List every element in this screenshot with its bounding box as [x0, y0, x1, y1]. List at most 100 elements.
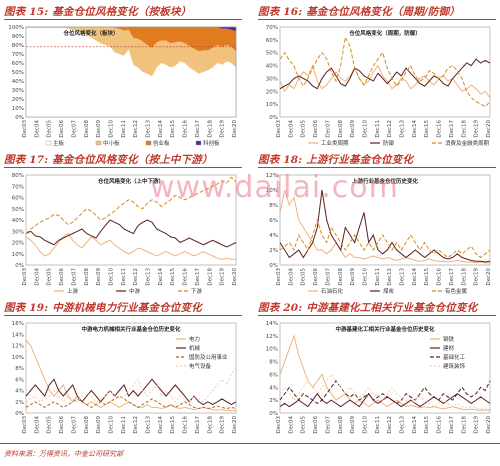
x-tick-label: Dec18	[207, 416, 213, 434]
x-tick-label: Dec05	[47, 120, 53, 138]
x-tick-label: Dec13	[146, 120, 152, 138]
x-tick-label: Dec04	[34, 120, 40, 138]
legend-label: 主板	[53, 139, 65, 147]
chart-15: 0% 10% 20% 30% 40% 50% 60% 70% 80% 90% 100% Dec03 De…	[8, 25, 238, 147]
inner-title: 中游基建化工相关行业基金仓位历史变化	[335, 325, 435, 333]
x-tick-label: Dec15	[170, 416, 176, 434]
y-tick-label: 0%	[15, 263, 24, 269]
x-tick-label: Dec15	[170, 120, 176, 138]
chart-20: 0% 2% 4% 6% 8% 10% 12% 14% Dec03 Dec04 Dec05 Dec06 D…	[266, 321, 492, 434]
chart-17: 0% 10% 20% 30% 40% 50% 60% 70% 80% Dec03 Dec04 Dec0…	[12, 173, 238, 295]
series-line	[25, 378, 237, 406]
y-tick-label: 0%	[269, 263, 278, 269]
x-tick-label: Dec17	[195, 120, 201, 138]
panel-20: 图表 20: 中游基建化工相关行业基金仓位变化 0% 2% 4% 6% 8% 10% 12%…	[258, 300, 496, 447]
plot-frame-top	[25, 26, 237, 118]
y-tick-label: 0%	[269, 115, 278, 121]
y-tick-label: 12%	[12, 344, 24, 350]
source-note: 资料来源：万得资讯，中金公司研究部	[4, 450, 123, 458]
x-tick-label: Dec14	[412, 416, 418, 434]
legend-label: 国防及公用事业	[189, 353, 228, 361]
series-line	[25, 232, 236, 260]
series-line	[25, 395, 237, 410]
x-tick-label: Dec18	[207, 120, 213, 138]
x-tick-label: Dec04	[288, 120, 294, 138]
x-tick-label: Dec20	[232, 120, 238, 138]
x-tick-label: Dec15	[424, 416, 430, 434]
legend-label: 中小板	[103, 139, 120, 147]
plot-frame	[279, 174, 491, 266]
x-tick-label: Dec12	[133, 268, 139, 286]
series-line	[279, 373, 491, 411]
plot-frame	[25, 174, 237, 266]
x-tick-label: Dec12	[133, 416, 139, 434]
x-tick-label: Dec11	[375, 416, 381, 434]
x-tick-label: Dec04	[34, 416, 40, 434]
y-tick-label: 50%	[12, 70, 24, 76]
x-tick-label: Dec18	[461, 120, 467, 138]
y-tick-label: 50%	[12, 207, 24, 213]
title-rule	[4, 167, 242, 168]
y-tick-label: 10%	[12, 106, 24, 112]
x-tick-label: Dec10	[108, 416, 114, 434]
x-tick-label: Dec06	[313, 120, 319, 138]
x-tick-label: Dec05	[301, 416, 307, 434]
legend-swatch	[195, 140, 202, 146]
x-tick-label: Dec19	[220, 120, 226, 138]
x-tick-label: Dec16	[183, 120, 189, 138]
inner-title: 中游电力机械相关行业基金仓位历史变化	[81, 325, 181, 333]
x-tick-label: Dec17	[195, 416, 201, 434]
x-tick-label: Dec14	[158, 268, 164, 286]
x-tick-label: Dec08	[84, 120, 90, 138]
area-series	[26, 27, 236, 52]
legend-label: 机械	[189, 344, 201, 352]
x-tick-label: Dec19	[220, 268, 226, 286]
legend-label: 钢铁	[443, 335, 455, 343]
x-tick-label: Dec08	[338, 120, 344, 138]
x-tick-label: Dec14	[412, 268, 418, 286]
y-tick-label: 10%	[266, 188, 278, 194]
x-tick-label: Dec04	[34, 268, 40, 286]
y-tick-label: 40%	[12, 79, 24, 85]
inner-title: 仓位风格变化（周期，防御）	[348, 29, 421, 37]
y-tick-label: 2%	[15, 400, 24, 406]
plot-frame	[279, 322, 491, 414]
x-tick-label: Dec18	[461, 416, 467, 434]
x-tick-label: Dec05	[301, 120, 307, 138]
panel-18: 图表 18: 上游行业基金仓位变化 0% 2% 4% 6% 8% 10% 12% Dec03 D…	[258, 152, 496, 299]
x-tick-label: Dec05	[47, 268, 53, 286]
x-tick-label: Dec04	[288, 416, 294, 434]
x-tick-label: Dec20	[486, 268, 492, 286]
x-tick-label: Dec08	[338, 416, 344, 434]
y-tick-label: 10%	[266, 347, 278, 353]
x-tick-label: Dec03	[22, 416, 28, 434]
x-tick-label: Dec07	[325, 416, 331, 434]
series-line	[279, 218, 491, 259]
chart-title: 图表 15: 基金仓位风格变化（按板块）	[4, 6, 192, 18]
x-tick-label: Dec14	[158, 416, 164, 434]
series-line	[279, 334, 491, 411]
x-tick-label: Dec13	[146, 416, 152, 434]
x-tick-label: Dec17	[195, 268, 201, 286]
x-tick-label: Dec16	[437, 120, 443, 138]
y-tick-label: 6%	[269, 372, 278, 378]
x-tick-label: Dec09	[350, 416, 356, 434]
x-tick-label: Dec17	[449, 268, 455, 286]
y-tick-label: 50%	[266, 51, 278, 57]
y-tick-label: 2%	[269, 248, 278, 254]
x-tick-label: Dec05	[47, 416, 53, 434]
y-tick-label: 8%	[269, 203, 278, 209]
series-line	[279, 58, 491, 90]
series-line	[279, 392, 491, 408]
title-rule	[258, 315, 496, 316]
x-tick-label: Dec07	[325, 120, 331, 138]
x-tick-label: Dec13	[400, 120, 406, 138]
legend-label: 基础化工	[443, 353, 466, 361]
y-tick-label: 30%	[266, 76, 278, 82]
chart-title: 图表 19: 中游机械电力行业基金仓位变化	[4, 302, 202, 314]
x-tick-label: Dec13	[400, 416, 406, 434]
x-tick-label: Dec13	[400, 268, 406, 286]
x-tick-label: Dec14	[158, 120, 164, 138]
inner-title: 上游行业基金仓位历史变化	[352, 177, 419, 185]
chart-title: 图表 20: 中游基建化工相关行业基金仓位变化	[258, 302, 478, 314]
